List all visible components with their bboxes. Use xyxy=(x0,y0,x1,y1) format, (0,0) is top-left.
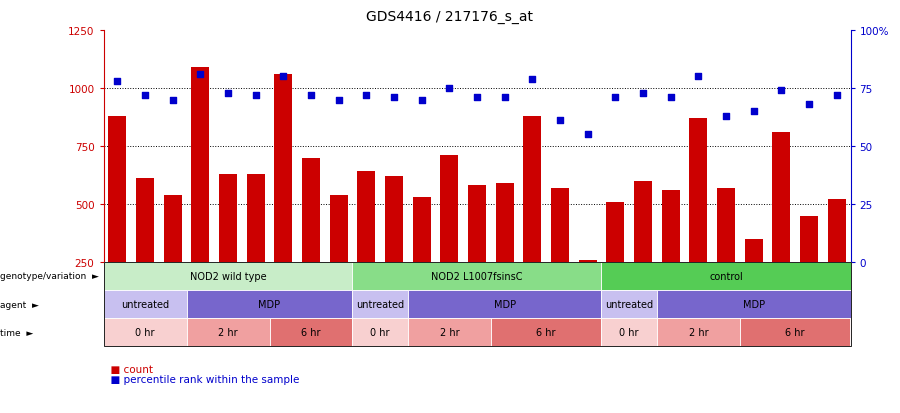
Text: control: control xyxy=(709,271,742,281)
Point xyxy=(635,90,650,97)
Text: GDS4416 / 217176_s_at: GDS4416 / 217176_s_at xyxy=(366,10,534,24)
Text: NOD2 L1007fsinsC: NOD2 L1007fsinsC xyxy=(431,271,523,281)
Bar xyxy=(385,177,403,320)
Point xyxy=(331,97,346,104)
Bar xyxy=(662,190,680,320)
Bar xyxy=(744,239,762,320)
Text: 2 hr: 2 hr xyxy=(688,328,708,337)
Text: 6 hr: 6 hr xyxy=(536,328,556,337)
Bar xyxy=(579,260,597,320)
Text: MDP: MDP xyxy=(742,299,765,309)
Bar xyxy=(247,174,265,320)
Text: 0 hr: 0 hr xyxy=(135,328,155,337)
Bar xyxy=(329,195,347,320)
Text: agent  ►: agent ► xyxy=(0,300,39,309)
Point xyxy=(774,88,788,95)
Point xyxy=(276,74,291,81)
Point xyxy=(220,90,235,97)
Text: 2 hr: 2 hr xyxy=(218,328,238,337)
Point xyxy=(415,97,429,104)
Point xyxy=(830,93,844,99)
Bar xyxy=(136,179,154,320)
Bar xyxy=(302,158,320,320)
Bar xyxy=(634,181,652,320)
Point xyxy=(663,95,678,101)
Bar xyxy=(689,119,707,320)
Bar xyxy=(772,133,790,320)
Bar xyxy=(523,116,541,320)
Point xyxy=(580,132,595,138)
Point xyxy=(304,93,319,99)
Bar xyxy=(496,184,514,320)
Point xyxy=(525,76,539,83)
Text: untreated: untreated xyxy=(605,299,653,309)
Bar xyxy=(164,195,182,320)
Point xyxy=(166,97,180,104)
Text: genotype/variation  ►: genotype/variation ► xyxy=(0,272,99,281)
Text: 6 hr: 6 hr xyxy=(302,328,320,337)
Bar xyxy=(108,116,126,320)
Text: 0 hr: 0 hr xyxy=(619,328,639,337)
Point xyxy=(110,78,124,85)
Bar xyxy=(717,188,735,320)
Text: ■ count: ■ count xyxy=(104,364,152,374)
Text: 6 hr: 6 hr xyxy=(786,328,805,337)
Point xyxy=(498,95,512,101)
Text: 2 hr: 2 hr xyxy=(439,328,459,337)
Bar xyxy=(192,68,210,320)
Point xyxy=(553,118,567,124)
Point xyxy=(138,93,152,99)
Bar xyxy=(607,202,625,320)
Point xyxy=(248,93,263,99)
Point xyxy=(691,74,706,81)
Point xyxy=(746,109,760,115)
Point xyxy=(194,71,208,78)
Text: untreated: untreated xyxy=(356,299,404,309)
Bar xyxy=(468,186,486,320)
Bar xyxy=(551,188,569,320)
Bar xyxy=(219,174,237,320)
Text: NOD2 wild type: NOD2 wild type xyxy=(190,271,266,281)
Point xyxy=(802,102,816,108)
Point xyxy=(387,95,401,101)
Text: 0 hr: 0 hr xyxy=(371,328,390,337)
Point xyxy=(470,95,484,101)
Bar xyxy=(828,200,846,320)
Bar xyxy=(413,197,431,320)
Point xyxy=(719,113,733,120)
Bar xyxy=(440,156,458,320)
Bar xyxy=(800,216,818,320)
Point xyxy=(359,93,374,99)
Bar xyxy=(274,75,292,320)
Text: untreated: untreated xyxy=(121,299,169,309)
Text: time  ►: time ► xyxy=(0,328,33,337)
Text: ■ percentile rank within the sample: ■ percentile rank within the sample xyxy=(104,375,299,385)
Text: MDP: MDP xyxy=(493,299,516,309)
Text: MDP: MDP xyxy=(258,299,281,309)
Point xyxy=(608,95,623,101)
Bar xyxy=(357,172,375,320)
Point xyxy=(442,85,456,92)
